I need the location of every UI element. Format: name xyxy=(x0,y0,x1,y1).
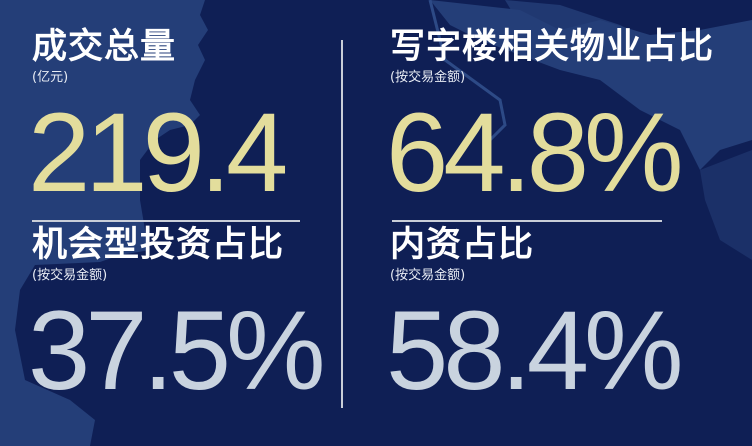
map-land-right-top xyxy=(430,0,752,170)
stat-subtitle: (按交易金额) xyxy=(390,268,466,283)
stat-title: 机会型投资占比 xyxy=(32,225,285,265)
vertical-divider xyxy=(341,40,343,408)
map-land-right-bottom xyxy=(700,150,752,260)
stat-subtitle: (按交易金额) xyxy=(390,70,466,85)
stat-title: 成交总量 xyxy=(32,27,177,67)
divider-right xyxy=(392,220,662,222)
divider-left xyxy=(32,220,300,222)
stat-subtitle: (亿元) xyxy=(32,70,69,85)
stat-title: 写字楼相关物业占比 xyxy=(390,27,715,67)
map-land-left xyxy=(0,0,208,446)
stat-subtitle: (按交易金额) xyxy=(32,268,108,283)
stat-title: 内资占比 xyxy=(390,225,535,265)
stat-value: 64.8% xyxy=(386,90,684,215)
stat-value: 58.4% xyxy=(386,288,684,413)
stat-value: 219.4 xyxy=(28,90,288,215)
map-river xyxy=(428,0,507,142)
stat-opportunistic-share: 机会型投资占比 (按交易金额) 37.5% xyxy=(28,224,326,416)
stat-office-share: 写字楼相关物业占比 (按交易金额) 64.8% xyxy=(386,26,715,218)
stat-domestic-share: 内资占比 (按交易金额) 58.4% xyxy=(386,224,684,416)
stat-value: 37.5% xyxy=(28,288,326,413)
map-island xyxy=(505,0,700,100)
stat-total-volume: 成交总量 (亿元) 219.4 xyxy=(28,26,288,218)
